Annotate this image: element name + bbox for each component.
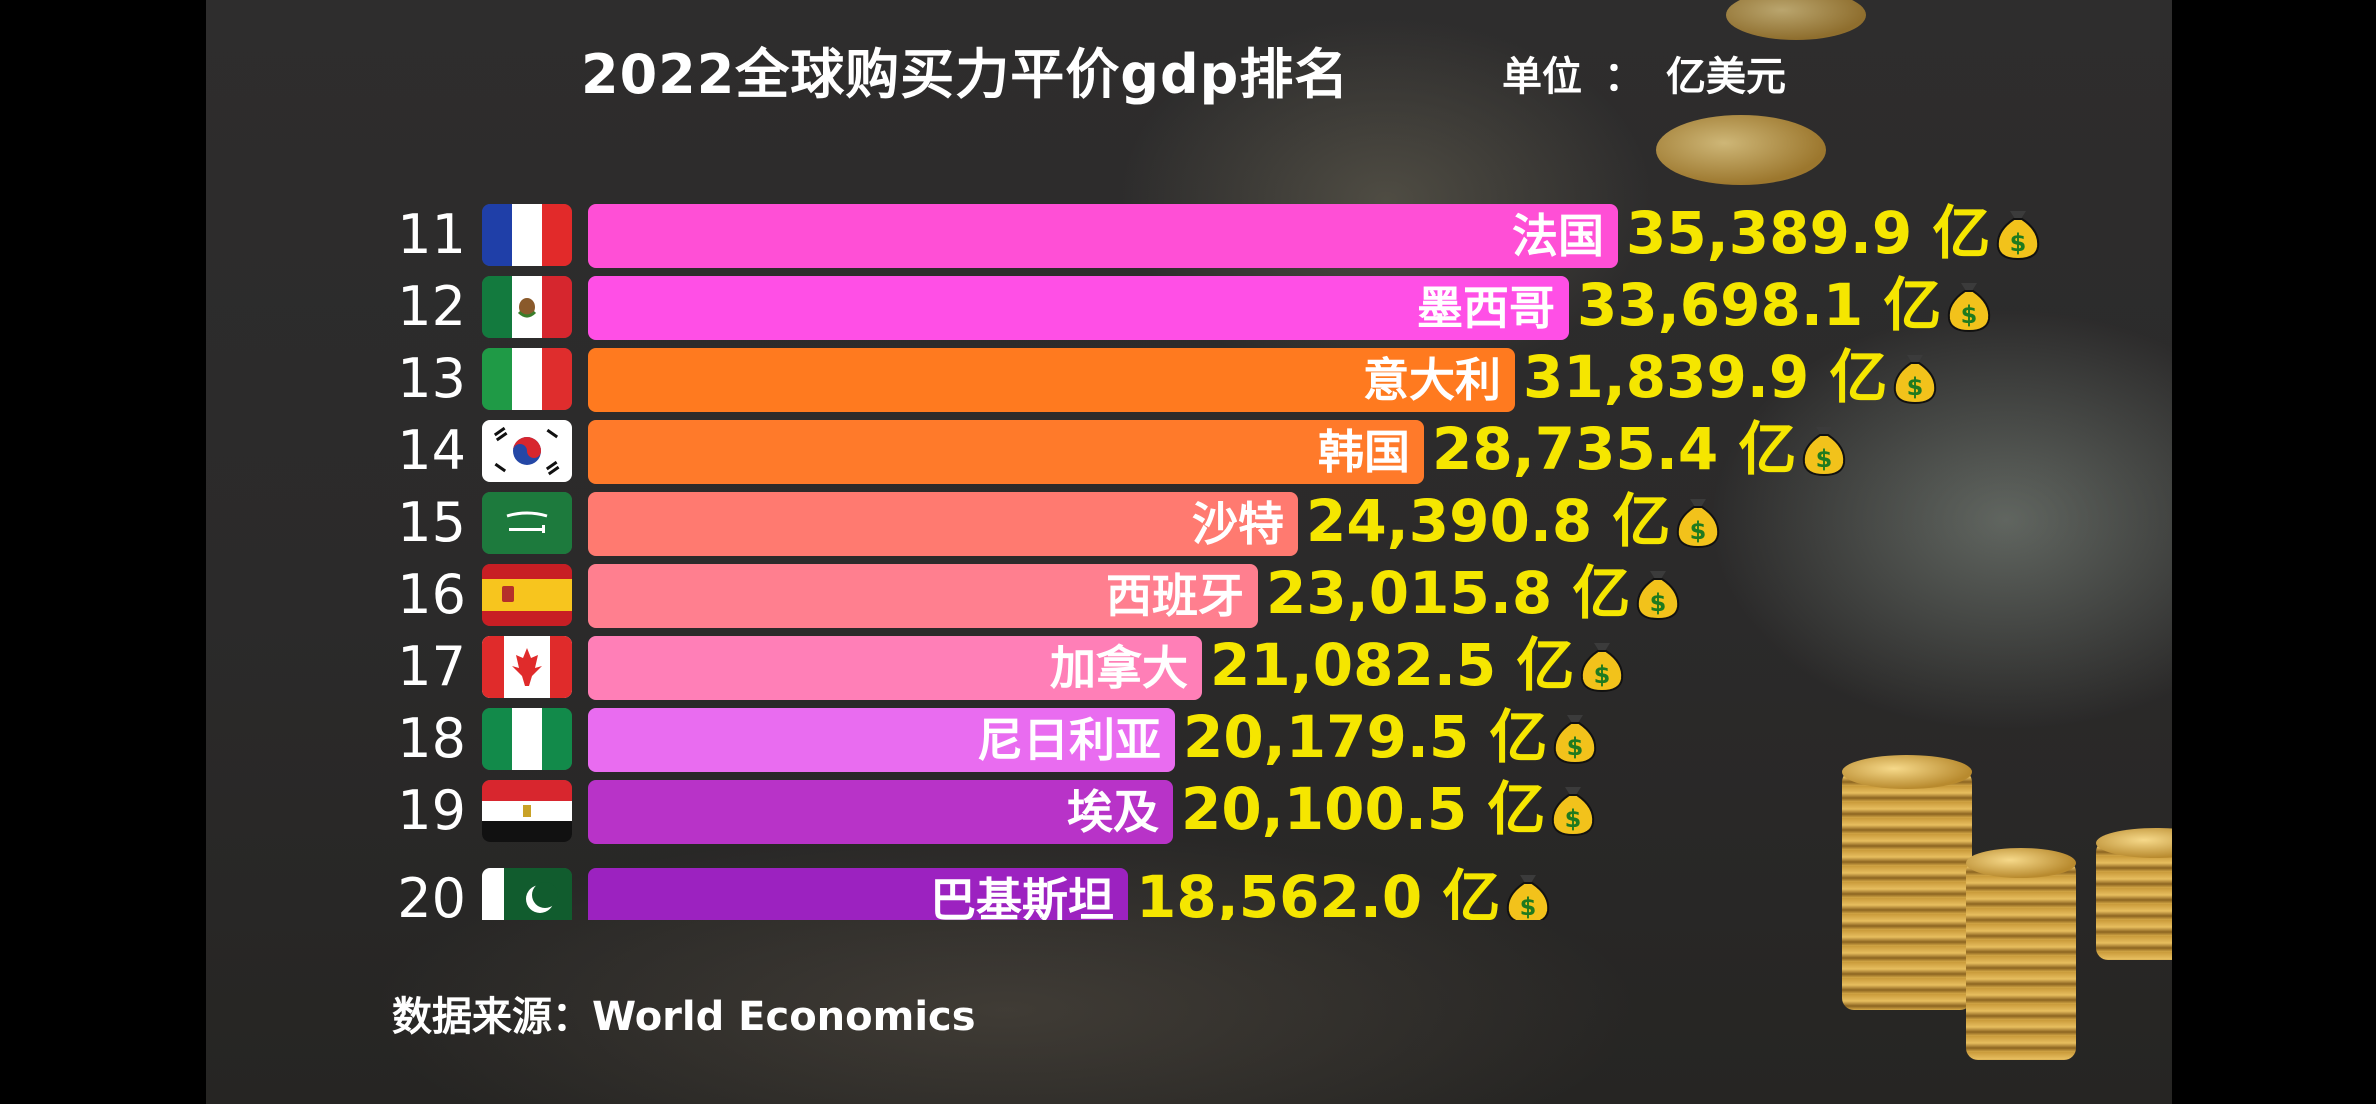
bar: 加拿大: [588, 636, 1202, 700]
saudi-arabia-flag: [482, 492, 572, 554]
money-bag-icon: $: [1578, 637, 1626, 693]
rank-label: 12: [397, 275, 466, 338]
money-bag-icon: $: [1634, 565, 1682, 621]
value-text: 31,839.9 亿: [1523, 343, 1888, 411]
bar-row: 13 意大利 31,839.9 亿 $: [206, 342, 2172, 416]
country-label: 沙特: [1192, 497, 1284, 551]
svg-text:$: $: [1650, 589, 1667, 617]
nigeria-flag: [482, 708, 572, 770]
svg-text:$: $: [1907, 373, 1924, 401]
spain-flag: [482, 564, 572, 626]
bar-row: 19 埃及 20,100.5 亿 $: [206, 774, 2172, 848]
money-bag-icon: $: [1945, 277, 1993, 333]
value-text: 35,389.9 亿: [1626, 199, 1991, 267]
value-label: 20,179.5 亿 $: [1183, 702, 1599, 772]
svg-text:$: $: [2010, 229, 2027, 257]
value-text: 28,735.4 亿: [1432, 415, 1797, 483]
rank-label: 16: [397, 563, 466, 626]
value-label: 18,562.0 亿 $: [1136, 862, 1552, 920]
bar: 埃及: [588, 780, 1173, 844]
value-label: 28,735.4 亿 $: [1432, 414, 1848, 484]
money-bag-icon: $: [1891, 349, 1939, 405]
rank-label: 19: [397, 779, 466, 842]
svg-text:$: $: [1816, 445, 1833, 473]
unit-separator: ：: [1604, 54, 1644, 100]
bar-row: 15 沙特 24,390.8 亿 $: [206, 486, 2172, 560]
bar-row: 16 西班牙 23,015.8 亿 $: [206, 558, 2172, 632]
bar: 意大利: [588, 348, 1515, 412]
value-label: 33,698.1 亿 $: [1577, 270, 1993, 340]
rank-label: 20: [397, 867, 466, 920]
bar-chart-area: 11 法国 35,389.9 亿 $12 墨西哥 33,698.1 亿 $13 意大利 31,8…: [206, 190, 2172, 920]
rank-label: 14: [397, 419, 466, 482]
country-label: 法国: [1512, 209, 1604, 263]
chart-title: 2022全球购买力平价gdp排名: [581, 43, 1350, 106]
svg-text:$: $: [1961, 301, 1978, 329]
rank-label: 11: [397, 203, 466, 266]
italy-flag: [482, 348, 572, 410]
pakistan-flag: [482, 868, 572, 920]
bar: 沙特: [588, 492, 1298, 556]
bar-row: 17 加拿大 21,082.5 亿 $: [206, 630, 2172, 704]
unit-value: 亿美元: [1666, 54, 1786, 100]
bar: 墨西哥: [588, 276, 1569, 340]
value-text: 23,015.8 亿: [1266, 559, 1631, 627]
bar-row: 12 墨西哥 33,698.1 亿 $: [206, 270, 2172, 344]
value-text: 18,562.0 亿: [1136, 863, 1501, 920]
country-label: 西班牙: [1106, 569, 1244, 623]
bar: 法国: [588, 204, 1618, 268]
money-bag-icon: $: [1674, 493, 1722, 549]
bar-row: 20 巴基斯坦 18,562.0 亿 $: [206, 862, 2172, 920]
country-label: 加拿大: [1050, 641, 1188, 695]
bar-row: 18 尼日利亚 20,179.5 亿 $: [206, 702, 2172, 776]
canada-flag: [482, 636, 572, 698]
svg-text:$: $: [1594, 661, 1611, 689]
country-label: 巴基斯坦: [930, 873, 1114, 920]
value-text: 20,179.5 亿: [1183, 703, 1548, 771]
south-korea-flag: [482, 420, 572, 482]
money-bag-icon: $: [1800, 421, 1848, 477]
svg-text:$: $: [1520, 893, 1537, 920]
value-text: 21,082.5 亿: [1210, 631, 1575, 699]
value-label: 23,015.8 亿 $: [1266, 558, 1682, 628]
unit-key: 单位: [1502, 54, 1582, 100]
value-text: 20,100.5 亿: [1181, 775, 1546, 843]
egypt-flag: [482, 780, 572, 842]
country-label: 尼日利亚: [977, 713, 1161, 767]
money-bag-icon: $: [1994, 205, 2042, 261]
france-flag: [482, 204, 572, 266]
svg-text:$: $: [1690, 517, 1707, 545]
svg-text:$: $: [1567, 733, 1584, 761]
country-label: 意大利: [1363, 353, 1501, 407]
bar: 西班牙: [588, 564, 1258, 628]
bar: 韩国: [588, 420, 1424, 484]
rank-label: 13: [397, 347, 466, 410]
rank-label: 17: [397, 635, 466, 698]
bar-row: 14 韩国 28,735.4 亿 $: [206, 414, 2172, 488]
svg-text:$: $: [1565, 805, 1582, 833]
chart-stage: 2022全球购买力平价gdp排名 单位 ： 亿美元 11 法国 35,389.9 亿 $1…: [206, 0, 2172, 1104]
unit-label: 单位 ： 亿美元: [1502, 44, 1786, 102]
bar: 巴基斯坦: [588, 868, 1128, 920]
value-text: 33,698.1 亿: [1577, 271, 1942, 339]
money-bag-icon: $: [1549, 781, 1597, 837]
value-text: 24,390.8 亿: [1306, 487, 1671, 555]
bar-row: 11 法国 35,389.9 亿 $: [206, 198, 2172, 272]
money-bag-icon: $: [1551, 709, 1599, 765]
value-label: 31,839.9 亿 $: [1523, 342, 1939, 412]
mexico-flag: [482, 276, 572, 338]
country-label: 墨西哥: [1417, 281, 1555, 335]
data-source: 数据来源：World Economics: [392, 994, 976, 1040]
country-label: 埃及: [1067, 785, 1159, 839]
value-label: 20,100.5 亿 $: [1181, 774, 1597, 844]
money-bag-icon: $: [1504, 869, 1552, 920]
value-label: 35,389.9 亿 $: [1626, 198, 2042, 268]
bar: 尼日利亚: [588, 708, 1175, 772]
value-label: 21,082.5 亿 $: [1210, 630, 1626, 700]
value-label: 24,390.8 亿 $: [1306, 486, 1722, 556]
rank-label: 15: [397, 491, 466, 554]
rank-label: 18: [397, 707, 466, 770]
country-label: 韩国: [1318, 425, 1410, 479]
